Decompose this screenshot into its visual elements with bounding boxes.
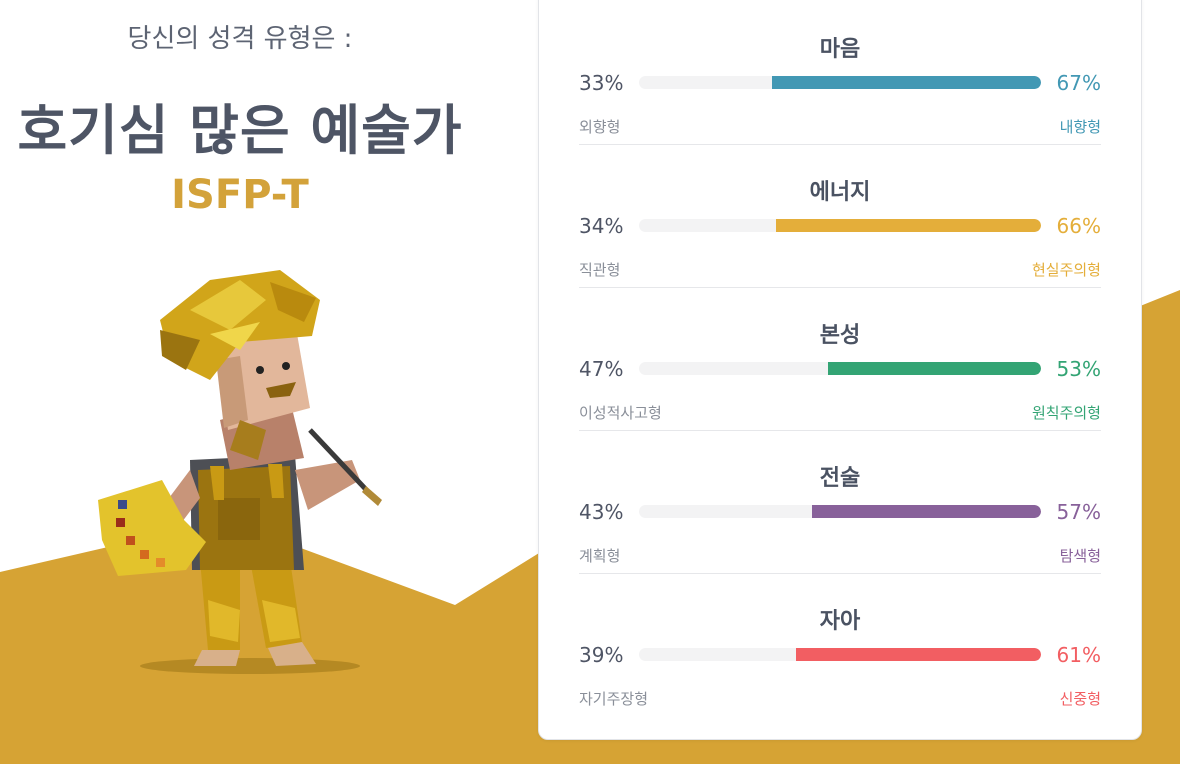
trait-title: 본성 [819,323,861,348]
trait-left-percent: 43% [579,500,624,524]
trait-right-percent: 67% [1056,71,1101,95]
personality-type-name: 호기심 많은 예술가 [17,99,463,162]
trait-left-percent: 33% [579,71,624,95]
trait-bar [639,362,1041,375]
trait-right-label: 신중형 [1059,690,1101,708]
trait-scores-card: 마음 33% 67% 외향형 내향형 에너지 34% 66% 직관형 현실주의형… [538,0,1142,740]
trait-row-nature: 본성 47% 53% 이성적사고형 원칙주의형 [579,287,1101,430]
trait-bar-fill [775,219,1041,232]
trait-left-percent: 39% [579,643,624,667]
trait-bar-fill [795,648,1041,661]
trait-row-tactics: 전술 43% 57% 계획형 탐색형 [579,430,1101,573]
trait-title: 전술 [819,466,861,491]
trait-left-label: 직관형 [579,261,621,279]
trait-right-percent: 53% [1056,357,1101,381]
trait-row-mind: 마음 33% 67% 외향형 내향형 [579,1,1101,144]
trait-left-label: 계획형 [579,547,621,565]
trait-bar [639,76,1041,89]
trait-bar-fill [771,76,1041,89]
painter-character-icon [98,270,382,674]
trait-right-label: 원칙주의형 [1031,404,1101,422]
trait-right-percent: 57% [1056,500,1101,524]
trait-row-energy: 에너지 34% 66% 직관형 현실주의형 [579,144,1101,287]
trait-bar [639,219,1041,232]
trait-left-label: 자기주장형 [579,690,649,708]
personality-type-code: ISFP-T [171,172,309,218]
trait-title: 마음 [819,37,861,62]
trait-row-identity: 자아 39% 61% 자기주장형 신중형 [579,573,1101,716]
trait-left-label: 이성적사고형 [579,404,662,422]
trait-left-label: 외향형 [579,118,621,136]
trait-right-label: 현실주의형 [1031,261,1101,279]
trait-bar [639,505,1041,518]
result-subtitle: 당신의 성격 유형은 : [127,24,353,54]
trait-left-percent: 34% [579,214,624,238]
trait-title: 에너지 [809,180,871,205]
trait-right-label: 내향형 [1059,118,1101,136]
trait-bar [639,648,1041,661]
trait-right-percent: 61% [1056,643,1101,667]
trait-left-percent: 47% [579,357,624,381]
trait-right-percent: 66% [1056,214,1101,238]
trait-bar-fill [827,362,1041,375]
trait-right-label: 탐색형 [1059,547,1101,565]
trait-title: 자아 [819,609,861,634]
trait-bar-fill [811,505,1041,518]
